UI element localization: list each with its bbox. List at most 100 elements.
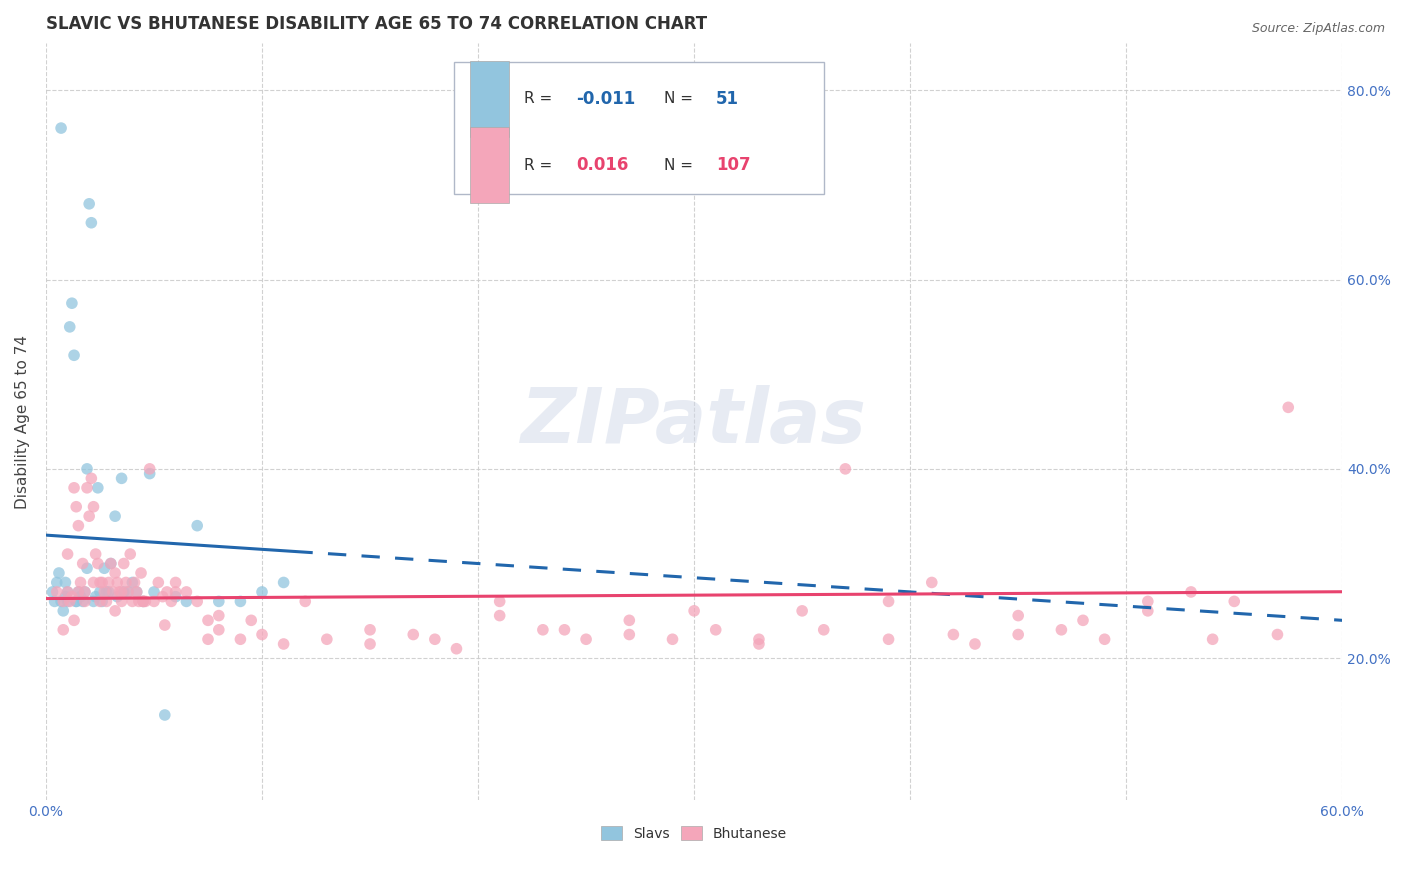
Point	[129, 566, 152, 580]
Text: 51: 51	[716, 90, 740, 108]
Point	[67, 585, 90, 599]
Point	[60, 296, 83, 310]
Point	[77, 196, 100, 211]
Point	[108, 585, 131, 599]
Point	[63, 481, 86, 495]
Point	[72, 557, 94, 571]
Point	[59, 594, 82, 608]
Point	[208, 608, 231, 623]
Point	[49, 594, 72, 608]
Point	[89, 575, 111, 590]
Text: SLAVIC VS BHUTANESE DISABILITY AGE 65 TO 74 CORRELATION CHART: SLAVIC VS BHUTANESE DISABILITY AGE 65 TO…	[46, 15, 707, 33]
Point	[80, 471, 103, 485]
Point	[1223, 594, 1246, 608]
Text: R =: R =	[524, 158, 557, 173]
Point	[110, 585, 132, 599]
Point	[52, 604, 75, 618]
Point	[160, 594, 183, 608]
Point	[56, 585, 79, 599]
Point	[67, 585, 90, 599]
Point	[84, 590, 107, 604]
Point	[143, 585, 166, 599]
Point	[1094, 632, 1116, 647]
Point	[59, 319, 82, 334]
Point	[52, 623, 75, 637]
Point	[73, 585, 96, 599]
Point	[153, 708, 176, 723]
Point	[89, 594, 111, 608]
Point	[91, 594, 114, 608]
Point	[76, 462, 98, 476]
Point	[132, 594, 155, 608]
Point	[250, 585, 273, 599]
Point	[121, 594, 143, 608]
Point	[73, 585, 96, 599]
Point	[87, 481, 110, 495]
Point	[97, 585, 120, 599]
Bar	[470, 128, 509, 203]
Point	[55, 575, 77, 590]
Point	[101, 585, 124, 599]
Point	[76, 561, 98, 575]
Point	[148, 575, 170, 590]
Point	[104, 566, 127, 580]
Point	[138, 462, 160, 476]
Point	[117, 585, 139, 599]
Point	[67, 518, 90, 533]
Point	[446, 641, 468, 656]
Point	[240, 613, 263, 627]
Point	[186, 518, 208, 533]
Point	[132, 594, 155, 608]
Point	[56, 594, 79, 608]
Point	[45, 575, 67, 590]
Point	[619, 627, 641, 641]
Point	[273, 637, 295, 651]
Point	[125, 585, 148, 599]
Point	[105, 575, 128, 590]
Text: R =: R =	[524, 91, 557, 106]
Point	[176, 594, 198, 608]
Point	[132, 594, 155, 608]
Point	[100, 557, 122, 571]
Point	[1136, 594, 1159, 608]
Point	[165, 590, 187, 604]
Point	[105, 590, 128, 604]
Point	[921, 575, 943, 590]
Point	[97, 575, 120, 590]
Point	[1136, 604, 1159, 618]
Point	[104, 604, 127, 618]
Point	[813, 623, 835, 637]
FancyBboxPatch shape	[454, 62, 824, 194]
Point	[76, 481, 98, 495]
Point	[197, 613, 219, 627]
Point	[83, 500, 105, 514]
Point	[65, 594, 87, 608]
Point	[77, 509, 100, 524]
Point	[834, 462, 856, 476]
Point	[423, 632, 446, 647]
Point	[250, 627, 273, 641]
Point	[96, 585, 118, 599]
Point	[60, 590, 83, 604]
Point	[273, 575, 295, 590]
Point	[153, 618, 176, 632]
Point	[65, 500, 87, 514]
Point	[56, 585, 79, 599]
Point	[112, 557, 135, 571]
Text: -0.011: -0.011	[576, 90, 636, 108]
Point	[531, 623, 554, 637]
Point	[110, 594, 132, 608]
Point	[44, 594, 66, 608]
Point	[359, 637, 381, 651]
Point	[65, 594, 87, 608]
Point	[208, 623, 231, 637]
Point	[56, 547, 79, 561]
Text: 0.016: 0.016	[576, 156, 628, 174]
Text: Source: ZipAtlas.com: Source: ZipAtlas.com	[1251, 22, 1385, 36]
Point	[619, 613, 641, 627]
Point	[942, 627, 965, 641]
Point	[792, 604, 814, 618]
Text: N =: N =	[664, 91, 699, 106]
Point	[80, 216, 103, 230]
Point	[152, 590, 174, 604]
